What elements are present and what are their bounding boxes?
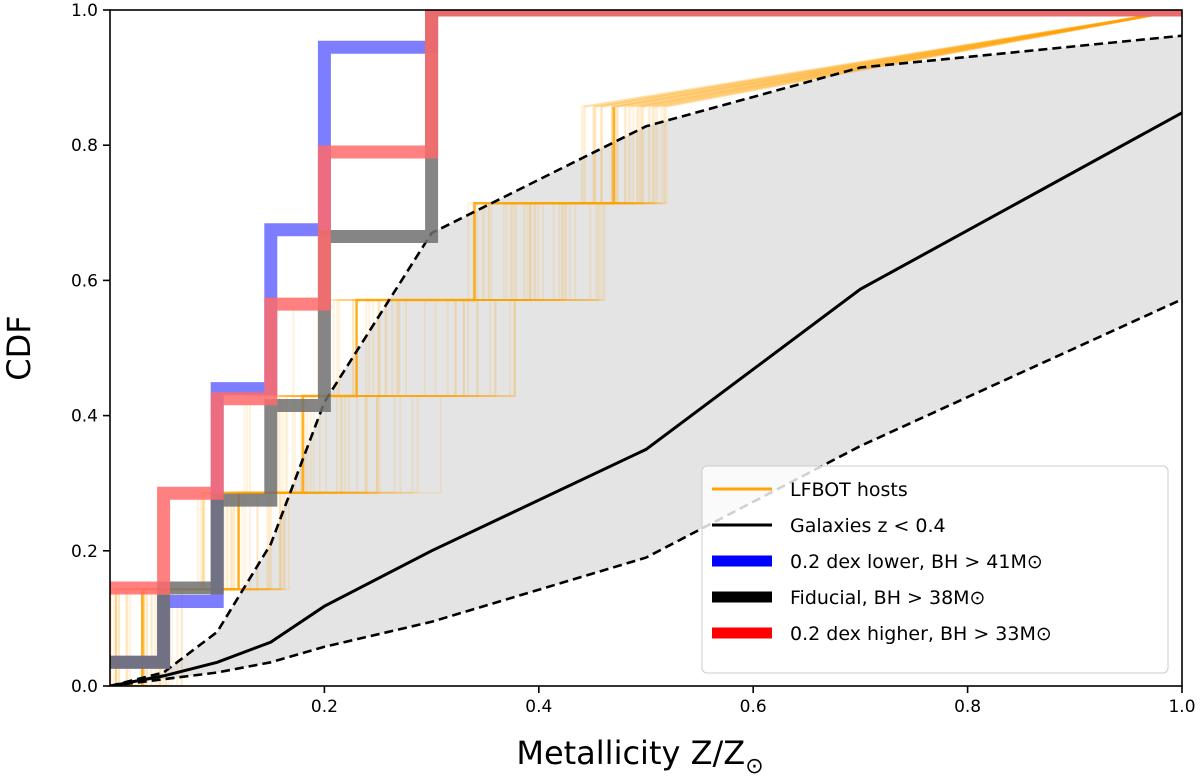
legend-label: Fiducial, BH > 38M⊙ (790, 587, 985, 609)
model-step-fiducial (110, 10, 1182, 669)
y-tick-label: 0.2 (71, 542, 98, 562)
galaxies-median-line (110, 111, 1182, 686)
legend-item-galaxies: Galaxies z < 0.4 (712, 515, 946, 537)
x-tick-label: 0.2 (311, 697, 338, 717)
galaxies-spread-band (110, 35, 1182, 686)
legend-label: 0.2 dex lower, BH > 41M⊙ (790, 551, 1043, 573)
y-tick-label: 0.6 (71, 271, 98, 291)
legend-item-fiducial: Fiducial, BH > 38M⊙ (712, 587, 985, 609)
x-tick-label: 0.4 (525, 697, 552, 717)
legend-label: Galaxies z < 0.4 (790, 515, 946, 537)
legend-item-lower: 0.2 dex lower, BH > 41M⊙ (712, 551, 1043, 573)
x-axis-title-sub: ⊙ (745, 754, 763, 779)
legend-box (701, 465, 1169, 674)
galaxies-upper-dashed-line (110, 34, 1182, 686)
y-axis-title: CDF (0, 315, 38, 380)
model-step-curves (110, 10, 1182, 669)
legend-item-lfbot-hosts: LFBOT hosts (712, 479, 908, 501)
legend-label: 0.2 dex higher, BH > 33M⊙ (790, 623, 1052, 645)
y-axis-ticks: 0.0 0.2 0.4 0.6 0.8 1.0 (71, 1, 110, 697)
plot-frame (109, 9, 1183, 687)
legend: LFBOT hosts Galaxies z < 0.4 0.2 dex lower… (701, 465, 1169, 674)
x-axis-ticks: 0.2 0.4 0.6 0.8 1.0 (311, 686, 1196, 717)
galaxies-curves (110, 34, 1182, 686)
y-tick-label: 0.0 (71, 677, 98, 697)
x-tick-label: 0.8 (954, 697, 981, 717)
x-tick-label: 1.0 (1168, 697, 1195, 717)
model-step-higher (110, 10, 1182, 595)
y-tick-label: 0.4 (71, 407, 98, 427)
x-axis-title: Metallicity Z/Z⊙ (516, 734, 763, 779)
legend-item-higher: 0.2 dex higher, BH > 33M⊙ (712, 623, 1052, 645)
legend-label: LFBOT hosts (790, 479, 908, 501)
y-tick-label: 0.8 (71, 136, 98, 156)
galaxies-band-fill (110, 35, 1182, 686)
galaxies-lower-dashed-line (110, 298, 1182, 686)
x-tick-label: 0.6 (740, 697, 767, 717)
y-tick-label: 1.0 (71, 1, 98, 21)
x-axis-title-main: Metallicity Z/Z (516, 734, 745, 772)
